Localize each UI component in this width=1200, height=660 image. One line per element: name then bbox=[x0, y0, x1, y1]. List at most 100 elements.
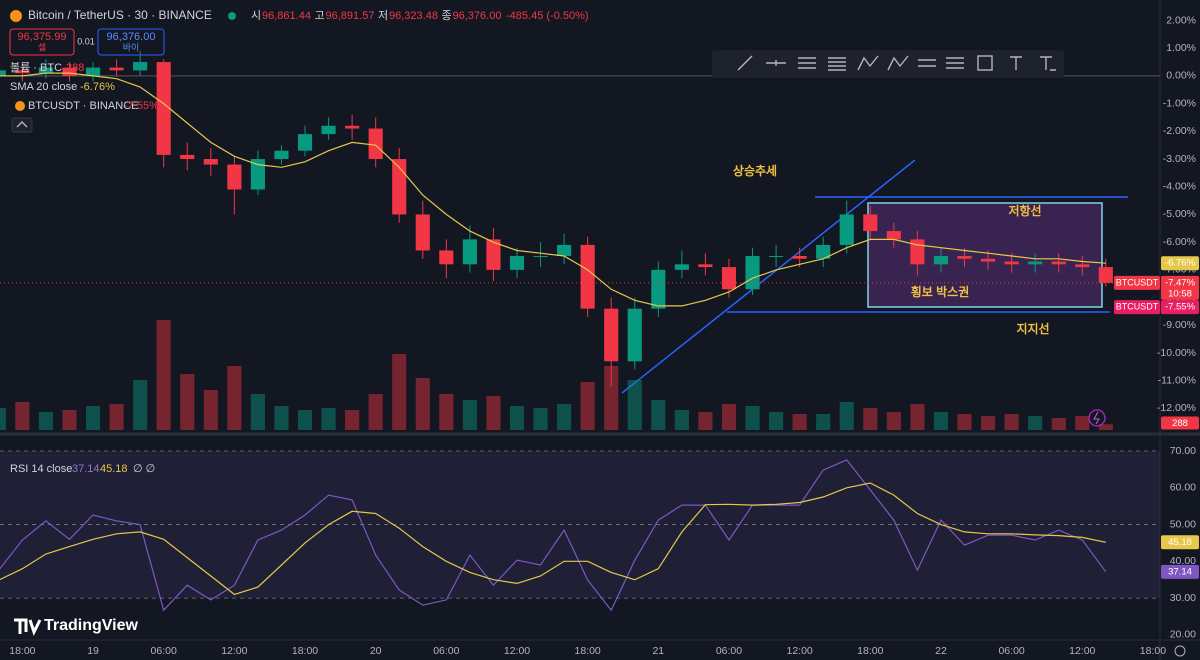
drawing-toolbar bbox=[712, 50, 1064, 78]
candle-body bbox=[674, 264, 689, 270]
volume-bar bbox=[345, 410, 360, 430]
trend-line[interactable] bbox=[621, 159, 916, 394]
settings-button[interactable] bbox=[1174, 645, 1186, 657]
candle-body bbox=[15, 70, 30, 74]
y-tick-label: 0.00% bbox=[1166, 70, 1196, 82]
legend-compare[interactable]: BTCUSDT · BINANCE bbox=[28, 100, 138, 112]
symbol[interactable]: Bitcoin / TetherUS · 30 · BINANCE bbox=[28, 8, 212, 22]
volume-bar bbox=[250, 394, 265, 430]
buy-button[interactable] bbox=[97, 28, 165, 56]
alert-button[interactable] bbox=[1088, 409, 1106, 427]
volume-bar bbox=[15, 402, 30, 430]
candle-body bbox=[274, 150, 289, 160]
ohlc-key: 시 bbox=[251, 10, 261, 22]
volume-bar bbox=[627, 380, 642, 430]
volume-bar bbox=[297, 410, 313, 430]
y-tick-label: 1.00% bbox=[1166, 42, 1196, 54]
volume-bar bbox=[486, 396, 501, 430]
sma-tag: -6.76% bbox=[1165, 258, 1196, 269]
candle-body bbox=[721, 267, 737, 290]
alert-icon bbox=[1093, 411, 1100, 425]
rsi-ma-line bbox=[0, 482, 1106, 596]
legend-volume-value: 288 bbox=[66, 62, 84, 74]
buy-price[interactable]: 96,376.00 bbox=[107, 31, 156, 43]
volume-bar bbox=[368, 394, 383, 430]
x-tick-label: 18:00 bbox=[1140, 645, 1166, 657]
candle-body bbox=[250, 159, 265, 190]
y-tick-label: -2.00% bbox=[1163, 125, 1196, 137]
sma-line bbox=[0, 72, 1106, 307]
last-tag: -7.47% bbox=[1165, 277, 1196, 288]
candle-body bbox=[345, 125, 360, 129]
legend-sma[interactable]: SMA 20 close bbox=[10, 81, 77, 93]
compare-tag-bg bbox=[1161, 300, 1199, 315]
last-tag-bg bbox=[1114, 275, 1160, 290]
volume-bar bbox=[533, 408, 548, 430]
legend-rsi-ma-value: 45.18 bbox=[100, 463, 128, 475]
candle-body bbox=[533, 256, 548, 258]
volume-bar bbox=[274, 406, 289, 430]
volume-bar bbox=[85, 406, 101, 430]
annotation: 지지선 bbox=[1016, 321, 1049, 336]
ohlc-value: 96,861.44 bbox=[262, 10, 311, 22]
volume-bar bbox=[1004, 414, 1019, 430]
compare-icon bbox=[15, 101, 25, 111]
candle-body bbox=[62, 67, 77, 76]
sell-price[interactable]: 96,375.99 bbox=[18, 31, 67, 43]
x-tick-label: 12:00 bbox=[221, 645, 247, 657]
ohlc-value: 96,376.00 bbox=[453, 10, 502, 22]
volume-bar bbox=[580, 382, 595, 430]
x-tick-label: 21 bbox=[652, 645, 664, 657]
logo[interactable]: TradingView bbox=[44, 617, 139, 634]
candle-body bbox=[745, 256, 760, 290]
sell-label[interactable]: 셀 bbox=[38, 42, 46, 52]
volume-bar bbox=[415, 378, 430, 430]
symbol-icon bbox=[10, 10, 22, 22]
x-tick-label: 12:00 bbox=[786, 645, 812, 657]
volume-bar bbox=[133, 380, 148, 430]
volume-bar bbox=[957, 414, 972, 430]
volume-tag-bg bbox=[1161, 416, 1199, 430]
y-tick-label: -9.00% bbox=[1163, 319, 1196, 331]
volume-bar bbox=[816, 414, 831, 430]
compare-tag-bg bbox=[1114, 300, 1160, 315]
candle-body bbox=[203, 159, 218, 165]
candle-body bbox=[863, 214, 878, 232]
x-tick-label: 06:00 bbox=[433, 645, 459, 657]
toolbar-icons[interactable] bbox=[737, 55, 1056, 71]
candle-body bbox=[509, 256, 525, 270]
x-tick-label: 19 bbox=[87, 645, 99, 657]
candle-body bbox=[557, 244, 572, 257]
candle-body bbox=[886, 231, 901, 240]
y-tick-label: -10.00% bbox=[1157, 347, 1196, 359]
ohlc-key: 고 bbox=[315, 10, 325, 22]
volume-bar bbox=[392, 354, 407, 430]
x-tick-label: 12:00 bbox=[504, 645, 530, 657]
y-tick-label: -3.00% bbox=[1163, 153, 1196, 165]
x-tick-label: 18:00 bbox=[292, 645, 318, 657]
x-tick-label: 18:00 bbox=[575, 645, 601, 657]
candle-body bbox=[415, 214, 430, 251]
candle-body bbox=[321, 125, 336, 135]
buy-label[interactable]: 바이 bbox=[123, 42, 140, 52]
volume-bar bbox=[674, 410, 689, 430]
collapse-button[interactable] bbox=[11, 117, 33, 133]
ohlc-key: 종 bbox=[442, 10, 452, 22]
candle-body bbox=[769, 256, 784, 258]
candle-body bbox=[392, 159, 407, 215]
range-box[interactable] bbox=[867, 202, 1103, 308]
volume-bar bbox=[863, 408, 878, 430]
volume-bar bbox=[698, 412, 713, 430]
sell-button[interactable] bbox=[9, 28, 75, 56]
annotation: 상승추세 bbox=[733, 163, 777, 178]
legend-rsi[interactable]: RSI 14 close bbox=[10, 463, 72, 475]
legend-sma-value: -6.76% bbox=[80, 81, 115, 93]
candle-body bbox=[1004, 261, 1019, 265]
legend-volume[interactable]: 볼륨 · BTC bbox=[10, 61, 62, 74]
ohlc: 시 96,861.44 고 96,891.57 저 96,323.48 종 96,376.00 bbox=[251, 9, 501, 22]
volume-bar bbox=[604, 366, 619, 430]
candle-body bbox=[1098, 267, 1113, 283]
ohlc-value: 96,323.48 bbox=[389, 10, 438, 22]
compare-tag-name: BTCUSDT bbox=[1116, 301, 1159, 311]
